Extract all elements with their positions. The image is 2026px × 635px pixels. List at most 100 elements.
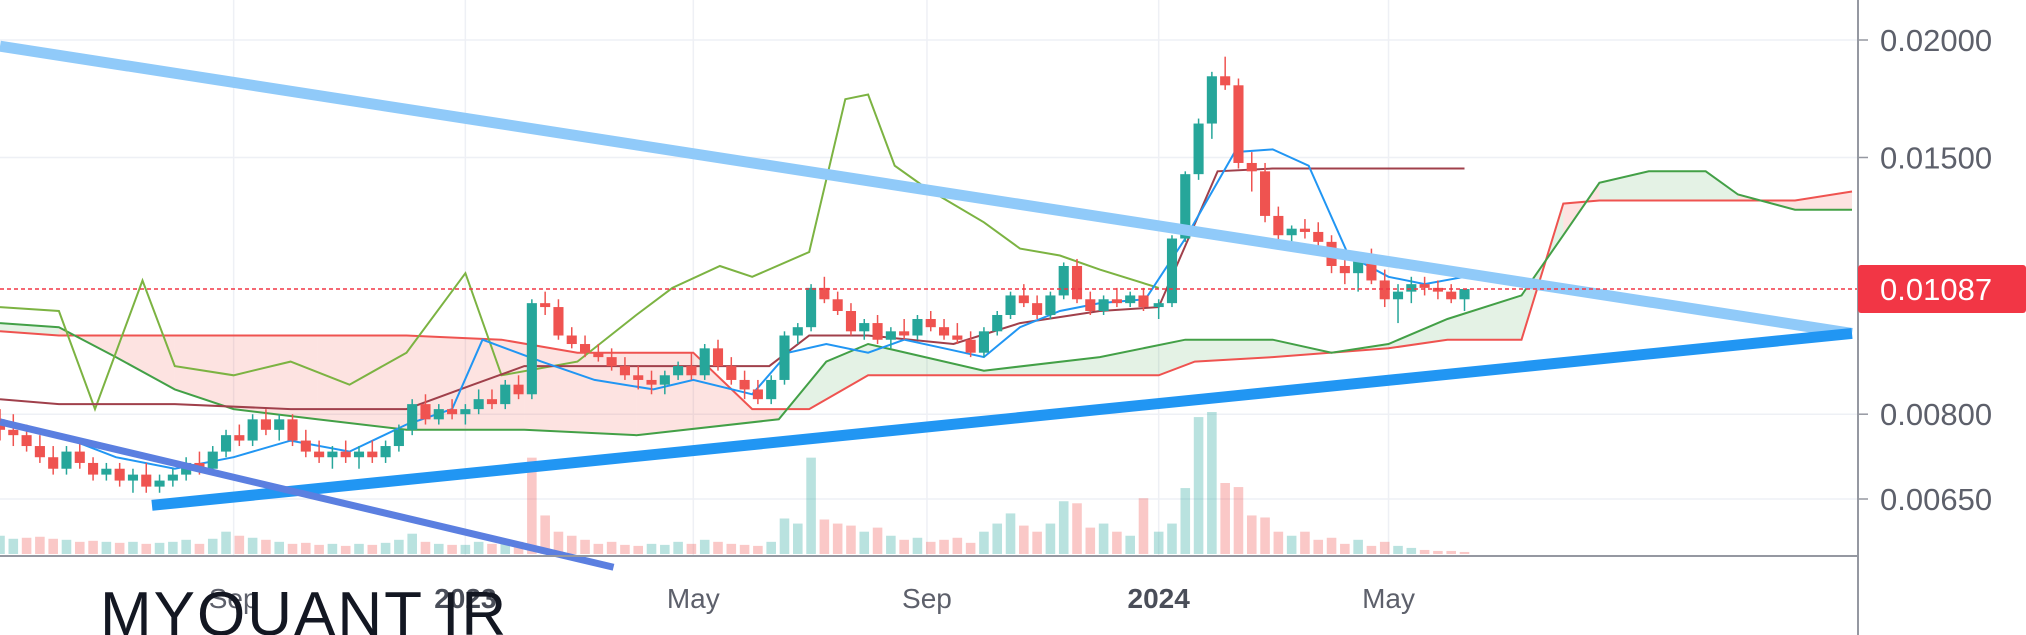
volume-bar	[327, 543, 338, 554]
candle	[1018, 284, 1029, 308]
candle	[74, 440, 85, 469]
candle-body	[127, 474, 139, 481]
cloud-segment	[1194, 339, 1273, 362]
candle	[1299, 219, 1311, 239]
y-tick-label: 0.00650	[1880, 482, 1992, 517]
volume-bar	[992, 523, 1003, 554]
candle-body	[154, 480, 165, 487]
candle-body	[952, 335, 963, 340]
candle	[1206, 71, 1217, 139]
price-scale-panel[interactable]	[1858, 0, 2026, 635]
candle-body	[407, 404, 418, 430]
candle-body	[1220, 76, 1231, 86]
candle	[978, 327, 989, 358]
candle-body	[553, 307, 564, 336]
candle	[1153, 299, 1164, 320]
cloud-segment	[752, 409, 779, 423]
x-tick-label: 2023	[434, 583, 496, 614]
volume-bar	[832, 523, 843, 554]
y-tick-label: 0.01500	[1880, 140, 1992, 175]
cloud-segment	[1447, 295, 1522, 340]
candle	[965, 331, 976, 358]
candle-body	[739, 379, 750, 390]
candle	[699, 344, 710, 380]
candle	[260, 409, 271, 436]
candle-body	[1406, 284, 1417, 292]
y-tick-label: 0.00800	[1880, 397, 1992, 432]
volume-bar	[779, 518, 790, 554]
chart-grid	[0, 0, 1858, 556]
volume-bar	[154, 542, 165, 554]
volume-bar	[1246, 515, 1257, 554]
candle	[101, 462, 112, 481]
volume-bar	[301, 542, 311, 554]
candle-body	[992, 314, 1003, 332]
candle-body	[48, 457, 59, 469]
candle	[1058, 262, 1069, 300]
candle	[1138, 287, 1149, 312]
volume-bar	[527, 457, 537, 554]
volume-bar	[1379, 541, 1390, 554]
candle-body	[1313, 231, 1324, 242]
candle-body	[486, 399, 498, 405]
candle-body	[393, 429, 404, 447]
candle	[739, 370, 750, 400]
cloud-segment	[174, 335, 234, 410]
candle-body	[766, 379, 777, 400]
candle	[766, 375, 777, 405]
candle	[300, 429, 311, 458]
candle-body	[845, 311, 857, 332]
volume-bar	[846, 525, 856, 554]
candle	[447, 399, 458, 420]
candle	[566, 327, 577, 349]
chikou-span-line	[0, 93, 1159, 412]
cloud-segment	[1099, 345, 1159, 376]
candle	[726, 357, 737, 385]
volume-bar	[168, 541, 178, 554]
volume-bar	[1419, 549, 1430, 554]
volume-bar	[792, 523, 803, 554]
candle	[154, 474, 165, 493]
candle-body	[633, 375, 644, 380]
volume-bar	[420, 541, 431, 554]
candle	[872, 314, 883, 345]
volume-bar	[1273, 531, 1284, 554]
volume-bar	[553, 531, 564, 554]
candle-body	[1379, 280, 1390, 300]
senkou-span-a-line	[0, 170, 1852, 437]
volume-bar	[1433, 550, 1443, 554]
y-tick-label: 0.02000	[1880, 23, 1992, 58]
candle	[832, 291, 843, 315]
candle	[420, 394, 431, 425]
candle-body	[300, 440, 311, 452]
volume-bar	[1138, 498, 1149, 554]
volume-bar	[61, 539, 72, 554]
candle-body	[1071, 265, 1083, 300]
volume-bar	[460, 544, 471, 554]
x-tick-label: May	[1362, 583, 1415, 614]
cloud-segment	[233, 335, 318, 420]
trendlines[interactable]	[0, 40, 1853, 571]
candle-body	[859, 323, 870, 332]
candle-body	[88, 462, 99, 475]
trendline-descending-resistance[interactable]	[0, 40, 1853, 339]
trendline-short-descending[interactable]	[0, 418, 615, 571]
candle-body	[34, 446, 45, 458]
candle-body	[726, 366, 737, 380]
candle-body	[500, 384, 511, 405]
volume-bar	[1233, 487, 1244, 554]
trendline-ascending-support[interactable]	[151, 327, 1853, 511]
candle	[473, 389, 484, 415]
candle-body	[1432, 287, 1443, 292]
candle	[1005, 291, 1016, 320]
volume-bar	[35, 536, 45, 554]
candle-body	[646, 379, 657, 385]
volume-bar	[354, 543, 364, 554]
last-price-label: 0.01087	[1880, 272, 1992, 307]
candle	[779, 331, 790, 385]
candle	[1166, 235, 1178, 308]
volume-bar	[593, 543, 604, 554]
volume-bar	[939, 539, 949, 554]
